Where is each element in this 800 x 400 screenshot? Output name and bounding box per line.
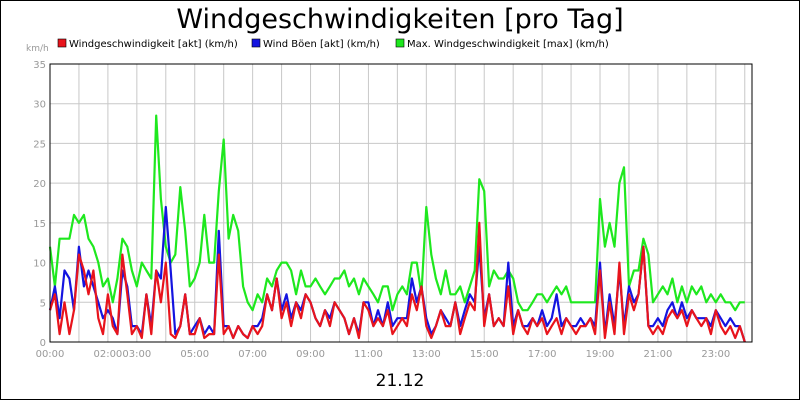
x-tick-label: 19:00	[586, 349, 615, 360]
legend-swatch	[57, 38, 67, 48]
legend-swatch	[251, 38, 261, 48]
x-tick-label: 05:00	[180, 349, 209, 360]
x-axis-date-label: 21.12	[376, 371, 425, 391]
series-line-0	[48, 221, 746, 343]
x-tick-label: 02:00	[93, 349, 122, 360]
x-tick-label: 23:00	[701, 349, 730, 360]
y-axis-unit-label: km/h	[26, 44, 49, 54]
legend-label: Windgeschwindigkeit [akt] (km/h)	[69, 39, 238, 50]
legend-label: Wind Böen [akt] (km/h)	[263, 39, 380, 50]
series-line-1	[48, 205, 746, 343]
y-tick-label: 0	[40, 338, 46, 349]
y-tick-label: 5	[40, 298, 46, 309]
plot-area-border	[49, 63, 753, 343]
x-tick-label: 15:00	[470, 349, 499, 360]
y-tick-label: 30	[33, 100, 46, 111]
series-lines	[48, 114, 746, 343]
y-tick-label: 10	[33, 259, 46, 270]
x-axis-ticks: 00:00 02:00 03:00 05:00 07:00 09:00 11:00 13:00…	[36, 349, 731, 360]
legend-item-2: Max. Windgeschwindigkeit [max] (km/h)	[395, 38, 609, 50]
x-tick-label: 00:00	[36, 349, 65, 360]
y-tick-label: 35	[33, 60, 46, 71]
x-tick-label: 21:00	[644, 349, 673, 360]
y-tick-label: 20	[33, 179, 46, 190]
legend-item-1: Wind Böen [akt] (km/h)	[251, 38, 380, 50]
legend-swatch	[395, 38, 405, 48]
x-tick-label: 13:00	[412, 349, 441, 360]
x-tick-label: 09:00	[296, 349, 325, 360]
y-tick-label: 15	[33, 219, 46, 230]
x-tick-label: 07:00	[238, 349, 267, 360]
chart-title: Windgeschwindigkeiten [pro Tag]	[176, 4, 623, 35]
y-tick-label: 25	[33, 139, 46, 150]
legend-item-0: Windgeschwindigkeit [akt] (km/h)	[57, 38, 238, 50]
legend: Windgeschwindigkeit [akt] (km/h) Wind Böe…	[57, 38, 609, 50]
x-tick-label: 17:00	[528, 349, 557, 360]
x-tick-label: 11:00	[354, 349, 383, 360]
legend-label: Max. Windgeschwindigkeit [max] (km/h)	[407, 39, 609, 50]
x-tick-label: 03:00	[122, 349, 151, 360]
y-axis-ticks: 0 5 10 15 20 25 30 35	[33, 60, 46, 349]
